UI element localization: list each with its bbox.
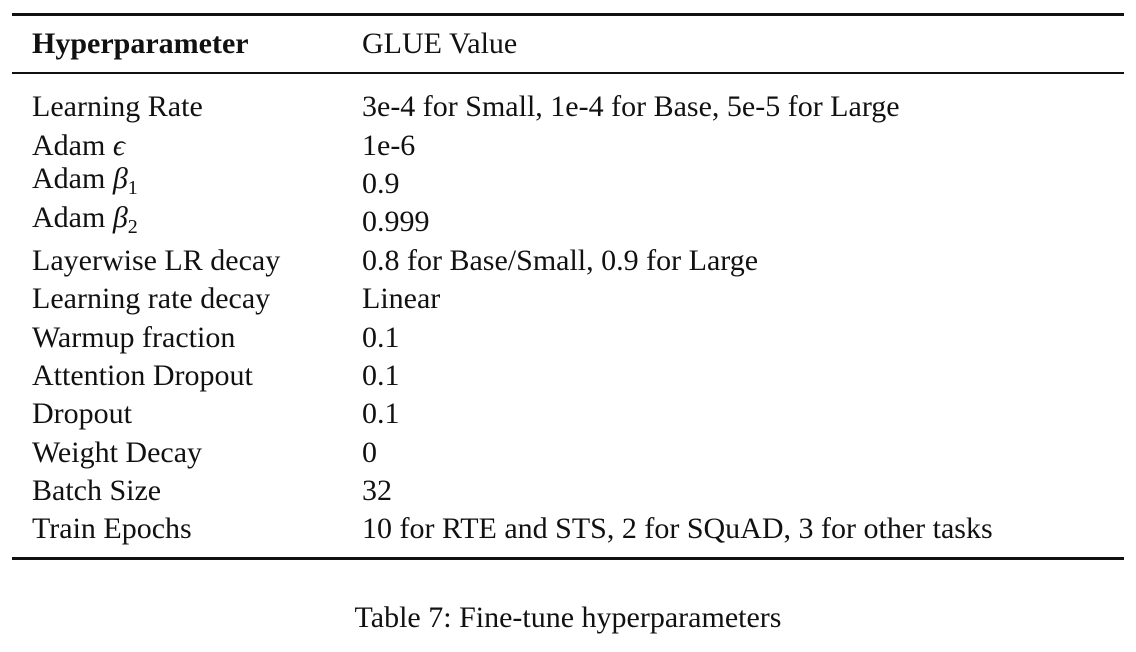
beta-subscript: 2 (127, 215, 138, 238)
beta-subscript: 1 (127, 177, 138, 200)
param-prefix: Adam (32, 128, 113, 162)
value-cell: 0.999 (362, 205, 430, 239)
table-row: Adam ϵ 1e-6 (12, 126, 1124, 164)
param-cell: Adam β1 (12, 160, 362, 207)
header-hyperparameter: Hyperparameter (32, 27, 249, 60)
param-prefix: Adam (32, 200, 113, 234)
value-cell: 0 (362, 435, 377, 469)
table-row: Layerwise LR decay 0.8 for Base/Small, 0… (12, 242, 1124, 280)
value-cell: 0.1 (362, 397, 400, 431)
value-cell: Linear (362, 282, 441, 316)
param-cell: Weight Decay (32, 435, 203, 469)
table-row: Adam β1 0.9 (12, 162, 1124, 203)
hyperparameter-table: Hyperparameter GLUE Value Learning Rate … (12, 13, 1124, 560)
param-prefix: Adam (32, 162, 113, 196)
table-row: Warmup fraction 0.1 (12, 318, 1124, 356)
param-cell: Attention Dropout (32, 358, 253, 392)
param-cell: Warmup fraction (32, 320, 236, 354)
table-bottom-rule (12, 556, 1124, 560)
param-cell: Dropout (32, 397, 132, 431)
value-cell: 3e-4 for Small, 1e-4 for Base, 5e-5 for … (362, 90, 900, 124)
table-caption: Table 7: Fine-tune hyperparameters (354, 601, 782, 634)
beta-symbol: β (112, 200, 128, 234)
table-top-rule (12, 13, 1124, 16)
table-row: Attention Dropout 0.1 (12, 357, 1124, 395)
value-cell: 32 (362, 474, 392, 508)
value-cell: 1e-6 (362, 128, 416, 162)
value-cell: 10 for RTE and STS, 2 for SQuAD, 3 for o… (362, 512, 993, 546)
param-cell: Train Epochs (32, 512, 192, 546)
param-cell: Adam β2 (12, 199, 362, 246)
table-row: Weight Decay 0 (12, 434, 1124, 472)
table-header-row: Hyperparameter GLUE Value (12, 16, 1124, 72)
table-header-rule (12, 72, 1124, 74)
table-row: Learning Rate 3e-4 for Small, 1e-4 for B… (12, 88, 1124, 126)
epsilon-symbol: ϵ (112, 128, 125, 162)
value-cell: 0.1 (362, 358, 400, 392)
param-cell: Learning rate decay (32, 282, 271, 316)
param-cell: Layerwise LR decay (32, 243, 281, 277)
table-body: Learning Rate 3e-4 for Small, 1e-4 for B… (12, 74, 1124, 557)
table-row: Train Epochs 10 for RTE and STS, 2 for S… (12, 510, 1124, 548)
param-cell: Batch Size (32, 474, 162, 508)
value-cell: 0.1 (362, 320, 400, 354)
table-row: Learning rate decay Linear (12, 280, 1124, 318)
beta-symbol: β (112, 162, 128, 196)
table-row: Dropout 0.1 (12, 395, 1124, 433)
param-cell: Adam ϵ (12, 127, 362, 165)
param-cell: Learning Rate (32, 90, 203, 124)
table-row: Adam β2 0.999 (12, 201, 1124, 241)
value-cell: 0.8 for Base/Small, 0.9 for Large (362, 243, 759, 277)
header-glue-value: GLUE Value (362, 27, 518, 60)
value-cell: 0.9 (362, 166, 400, 200)
table-row: Batch Size 32 (12, 472, 1124, 510)
